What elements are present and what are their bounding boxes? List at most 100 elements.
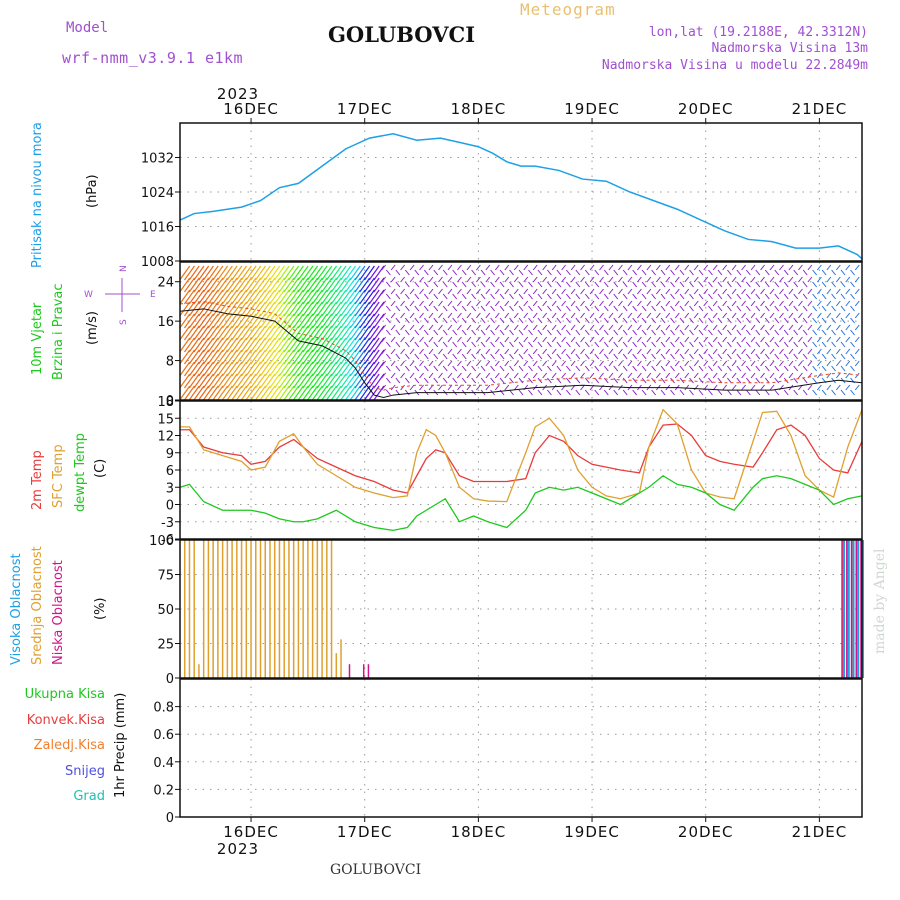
wind-barb [826, 288, 832, 295]
wind-barb [255, 325, 267, 341]
wind-barb [452, 341, 458, 348]
wind-barb [835, 312, 841, 319]
wind-barb [542, 300, 548, 307]
wind-barb [466, 336, 472, 343]
wind-barb [594, 341, 600, 348]
wind-barb [461, 281, 467, 288]
wind-barb [835, 384, 841, 391]
wind-barb [264, 349, 276, 365]
wind-barb [523, 264, 529, 271]
wind-barb [307, 313, 319, 329]
wind-barb [528, 353, 533, 360]
wind-barb [302, 385, 314, 401]
wind-barb [231, 373, 243, 389]
wind-barb [240, 301, 252, 317]
wind-barb [613, 329, 619, 336]
wind-barb [395, 293, 401, 300]
wind-barb [250, 349, 262, 365]
wind-barb [316, 277, 328, 293]
wind-barb [250, 385, 262, 401]
wind-barb [698, 329, 704, 336]
wind-barb [221, 313, 233, 329]
wind-barb [311, 313, 323, 329]
wind-barb [783, 281, 789, 288]
wind-barb [250, 361, 262, 377]
wind-barb [580, 384, 585, 391]
wind-barb [231, 265, 243, 281]
wind-barb [509, 281, 514, 288]
wind-barb [183, 385, 195, 401]
wind-barb [345, 265, 356, 281]
wind-barb [807, 384, 813, 391]
wind-barb-column [485, 264, 491, 391]
wind-barb [532, 360, 538, 367]
wind-barb [575, 281, 581, 288]
wind-barb [608, 372, 614, 379]
wind-barb [381, 276, 387, 283]
wind-barb [632, 281, 638, 288]
wind-barb [660, 317, 666, 324]
wind-barb [689, 317, 694, 324]
wind-barb [438, 348, 443, 355]
wind-barb [494, 348, 500, 355]
wind-barb [368, 289, 380, 305]
wind-barb [731, 324, 737, 331]
wind-barb-column [528, 269, 533, 396]
wind-barb [684, 384, 690, 391]
wind-barb [345, 349, 356, 365]
wind-barb [513, 300, 519, 307]
wind-barb [816, 348, 822, 355]
wind-barb [193, 277, 205, 293]
wind-barb [499, 353, 505, 360]
wind-barb [679, 281, 685, 288]
wind-barb [528, 377, 533, 384]
wind-barb [326, 325, 338, 341]
wind-barb [547, 317, 552, 324]
wind-barb [264, 373, 276, 389]
wind-barb [660, 269, 666, 276]
wind-barb [490, 353, 495, 360]
wind-barb [755, 269, 761, 276]
wind-barb [594, 305, 600, 312]
model-name: wrf-nmm_v3.9.1 e1km [62, 49, 244, 67]
wind-barb [278, 337, 290, 353]
wind-barb [259, 313, 271, 329]
wind-barb [618, 324, 623, 331]
wind-barb [307, 385, 319, 401]
wind-barb [589, 372, 595, 379]
wind-barb [670, 365, 675, 372]
wind-barb [774, 281, 780, 288]
wind-barb [788, 300, 794, 307]
wind-barb [689, 389, 694, 396]
wind-barb [679, 329, 685, 336]
wind-barb [494, 288, 500, 295]
wind-barb [670, 293, 675, 300]
wind-barb [712, 336, 718, 343]
wind-barb [240, 373, 252, 389]
wind-barb [764, 305, 770, 312]
wind-barb [217, 337, 229, 353]
wind-barb [736, 269, 742, 276]
wind-barb [807, 324, 813, 331]
wind-barb [779, 324, 784, 331]
wind-barb [198, 361, 210, 377]
wind-barb [509, 269, 514, 276]
wind-barb [193, 385, 205, 401]
wind-barb [381, 324, 387, 331]
wind-barb [755, 329, 761, 336]
wind-barb [363, 277, 375, 293]
wind-barb [665, 300, 671, 307]
wind-barb [447, 348, 453, 355]
wind-barb [400, 312, 405, 319]
wind-barb [802, 389, 808, 396]
wind-barb [760, 360, 765, 367]
wind-barb [532, 288, 538, 295]
wind-barb [632, 305, 638, 312]
wind-barb [523, 360, 529, 367]
wind-barb [674, 288, 680, 295]
wind-barb [679, 353, 685, 360]
wind-barb [618, 336, 623, 343]
wind-barb-column [613, 269, 619, 396]
wind-barb [698, 377, 704, 384]
